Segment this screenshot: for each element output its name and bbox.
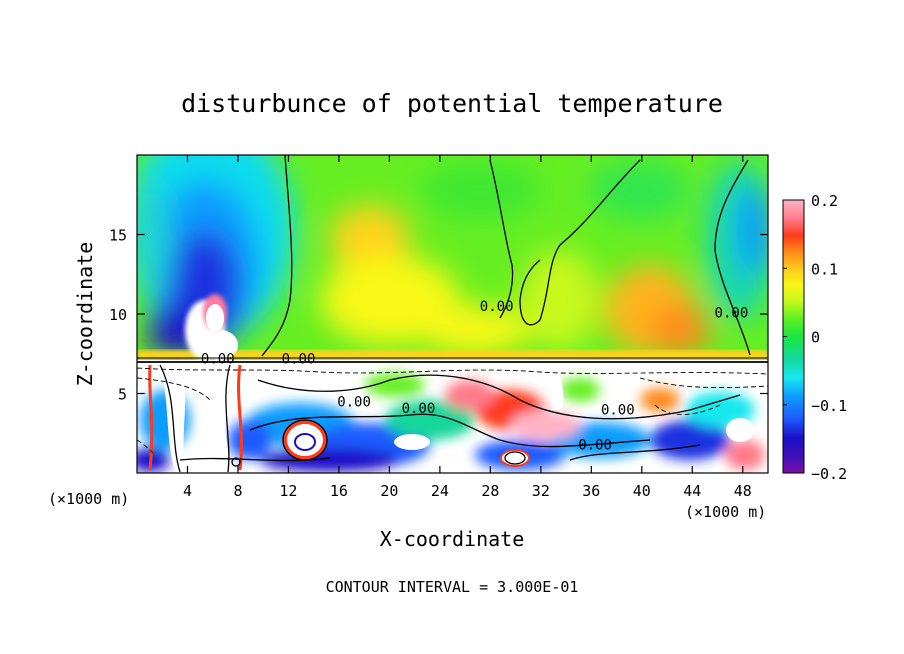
contour-label: 0.00 <box>480 299 514 315</box>
contour-label: 0.00 <box>601 402 635 418</box>
x-tick-label: 28 <box>481 482 499 500</box>
y-axis-label: Z-coordinate <box>73 242 97 387</box>
x-axis-label: X-coordinate <box>380 527 525 551</box>
x-tick-label: 8 <box>233 482 242 500</box>
contour-label: 0.00 <box>578 437 612 453</box>
x-tick-label: 40 <box>633 482 651 500</box>
colorbar-tick-label: 0.2 <box>811 192 838 210</box>
y-tick-label: 5 <box>118 386 127 404</box>
x-tick-label: 16 <box>330 482 348 500</box>
contour-interval-label: CONTOUR INTERVAL = 3.000E-01 <box>326 578 579 596</box>
contour-label: 0.00 <box>402 401 436 417</box>
x-tick-label: 4 <box>183 482 192 500</box>
colorbar: 0.2 0.1 0 −0.1 −0.2 <box>782 192 847 483</box>
x-tick-label: 12 <box>279 482 297 500</box>
colorbar-tick-label: 0.1 <box>811 260 838 278</box>
x-unit-label-right: (×1000 m) <box>685 503 766 521</box>
x-tick-label: 36 <box>582 482 600 500</box>
y-tick-label: 10 <box>109 306 127 324</box>
x-tick-label: 44 <box>683 482 701 500</box>
colorbar-ticks: 0.2 0.1 0 −0.1 −0.2 <box>783 192 847 483</box>
x-tick-label: 20 <box>380 482 398 500</box>
x-unit-label-left: (×1000 m) <box>48 490 129 508</box>
contour-label: 0.00 <box>715 305 749 321</box>
y-axis-ticks: 5 10 15 <box>109 227 768 404</box>
x-tick-label: 48 <box>734 482 752 500</box>
chart-title: disturbunce of potential temperature <box>181 89 723 118</box>
x-tick-label: 32 <box>532 482 550 500</box>
contour-label: 0.00 <box>201 352 235 368</box>
colorbar-tick-label: 0 <box>811 329 820 347</box>
y-tick-label: 15 <box>109 227 127 245</box>
contour-labels: 0.00 0.00 0.00 0.00 0.00 0.00 0.00 0.00 <box>201 299 748 453</box>
colorbar-tick-label: −0.1 <box>811 397 847 415</box>
x-tick-label: 24 <box>431 482 449 500</box>
colorbar-tick-label: −0.2 <box>811 465 847 483</box>
contour-label: 0.00 <box>282 352 316 368</box>
contour-label: 0.00 <box>337 394 371 410</box>
heatmap-field <box>137 155 768 473</box>
x-axis-ticks: 4 8 12 16 20 24 28 32 36 40 44 48 <box>183 155 752 500</box>
